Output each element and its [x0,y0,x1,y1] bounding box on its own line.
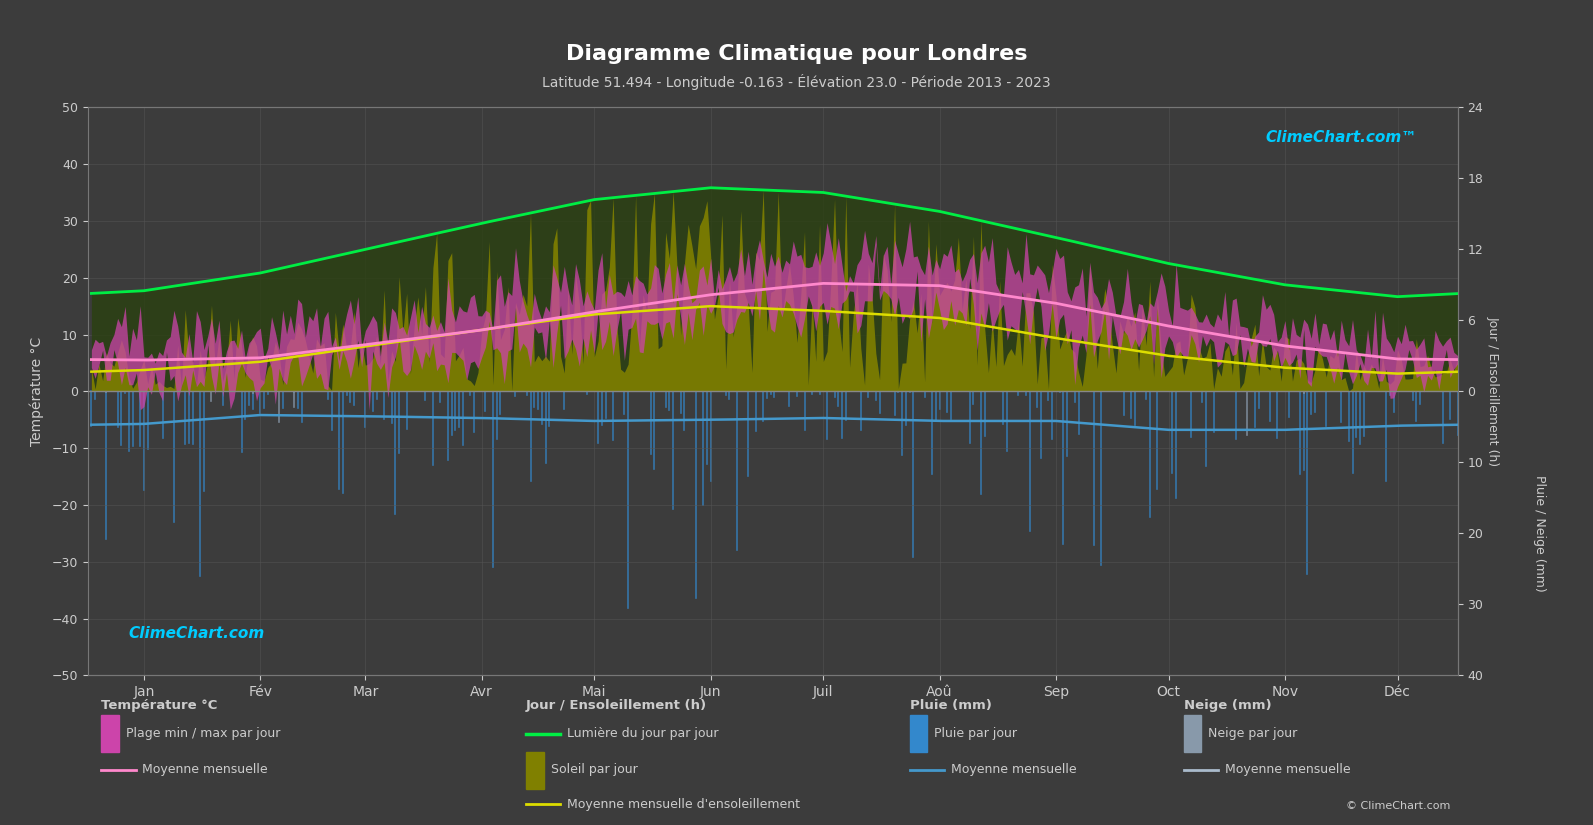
Bar [910,715,927,752]
Text: Jour / Ensoleillement (h): Jour / Ensoleillement (h) [526,699,707,712]
Text: Moyenne mensuelle: Moyenne mensuelle [1225,763,1351,776]
Text: Lumière du jour par jour: Lumière du jour par jour [567,727,718,740]
Bar [526,752,543,790]
Bar [102,715,119,752]
Y-axis label: Jour / Ensoleillement (h): Jour / Ensoleillement (h) [1486,316,1501,466]
Text: Soleil par jour: Soleil par jour [551,763,637,776]
Text: Neige (mm): Neige (mm) [1184,699,1271,712]
Text: Pluie / Neige (mm): Pluie / Neige (mm) [1534,475,1547,592]
Text: Moyenne mensuelle: Moyenne mensuelle [142,763,268,776]
Text: Plage min / max par jour: Plage min / max par jour [126,727,280,740]
Text: ClimeChart.com™: ClimeChart.com™ [1265,130,1416,145]
Text: Pluie (mm): Pluie (mm) [910,699,991,712]
Text: ClimeChart.com: ClimeChart.com [129,626,264,641]
Text: Moyenne mensuelle d'ensoleillement: Moyenne mensuelle d'ensoleillement [567,798,800,811]
Text: Température °C: Température °C [102,699,218,712]
Text: Pluie par jour: Pluie par jour [933,727,1018,740]
Text: © ClimeChart.com: © ClimeChart.com [1346,800,1451,810]
Text: Diagramme Climatique pour Londres: Diagramme Climatique pour Londres [566,44,1027,64]
Text: Latitude 51.494 - Longitude -0.163 - Élévation 23.0 - Période 2013 - 2023: Latitude 51.494 - Longitude -0.163 - Élé… [542,74,1051,91]
Bar [1184,715,1201,752]
Y-axis label: Température °C: Température °C [30,337,45,446]
Text: Moyenne mensuelle: Moyenne mensuelle [951,763,1077,776]
Text: Neige par jour: Neige par jour [1207,727,1298,740]
